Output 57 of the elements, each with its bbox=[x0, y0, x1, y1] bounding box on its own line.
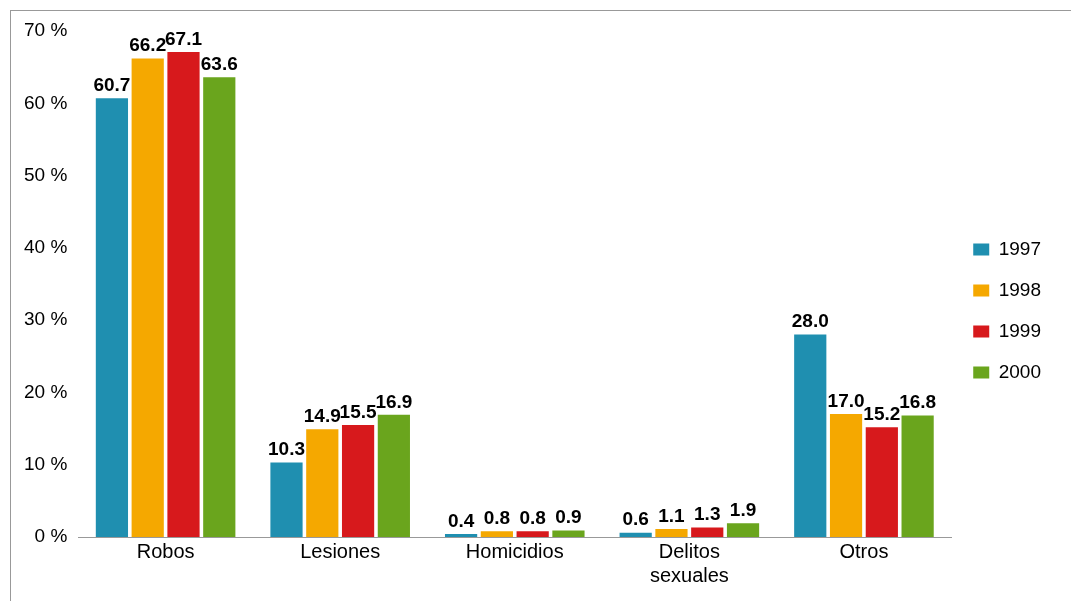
y-tick-label: 20 % bbox=[23, 380, 68, 402]
y-tick-label: 0 % bbox=[34, 525, 68, 547]
data-label: 63.6 bbox=[200, 53, 238, 74]
data-label: 10.3 bbox=[268, 438, 305, 460]
y-tick-label: 30 % bbox=[23, 308, 68, 330]
data-label: 28.0 bbox=[791, 310, 829, 332]
data-label: 15.5 bbox=[339, 400, 377, 422]
x-tick-label: Otros bbox=[839, 539, 889, 562]
bar bbox=[95, 98, 129, 537]
bar bbox=[691, 527, 724, 537]
x-tick-label: Homicidios bbox=[465, 539, 564, 562]
bar bbox=[167, 51, 200, 537]
bar bbox=[270, 462, 303, 537]
data-label: 14.9 bbox=[303, 405, 341, 427]
bar bbox=[901, 415, 934, 537]
x-tick-label: Delitos sexuales bbox=[649, 539, 729, 586]
data-label: 0.4 bbox=[447, 509, 475, 531]
bar bbox=[480, 531, 513, 537]
bar bbox=[341, 424, 375, 537]
data-label: 15.2 bbox=[863, 402, 901, 424]
x-tick-label: Lesiones bbox=[300, 539, 381, 562]
bar bbox=[865, 427, 898, 537]
data-label: 17.0 bbox=[827, 389, 865, 411]
legend-label: 1997 bbox=[998, 237, 1042, 259]
bar bbox=[655, 529, 688, 537]
data-label: 1.3 bbox=[694, 503, 721, 525]
bar bbox=[377, 414, 410, 537]
data-label: 16.8 bbox=[899, 391, 937, 413]
y-tick-label: 70 % bbox=[23, 19, 68, 41]
data-label: 60.7 bbox=[93, 73, 131, 95]
x-tick-label: Robos bbox=[136, 539, 195, 562]
legend-label: 1999 bbox=[998, 319, 1042, 341]
legend-label: 1998 bbox=[998, 278, 1042, 300]
data-label: 1.9 bbox=[729, 499, 757, 520]
bar bbox=[619, 532, 652, 537]
y-tick-label: 40 % bbox=[23, 236, 68, 258]
data-label: 0.6 bbox=[622, 508, 649, 530]
data-label: 67.1 bbox=[165, 27, 203, 49]
y-tick-label: 10 % bbox=[23, 452, 68, 474]
data-label: 66.2 bbox=[129, 34, 167, 56]
data-label: 0.9 bbox=[555, 506, 582, 528]
bar bbox=[794, 334, 827, 537]
y-tick-label: 50 % bbox=[23, 163, 68, 185]
data-label: 1.1 bbox=[658, 504, 686, 526]
bar bbox=[444, 534, 478, 537]
legend-label: 2000 bbox=[998, 360, 1042, 382]
data-label: 0.8 bbox=[483, 506, 511, 528]
bar bbox=[203, 77, 236, 537]
bar bbox=[131, 58, 164, 537]
bar bbox=[516, 531, 549, 537]
bar bbox=[726, 523, 760, 537]
bar bbox=[552, 530, 585, 537]
data-label: 16.9 bbox=[375, 390, 413, 412]
y-tick-label: 60 % bbox=[23, 91, 68, 113]
data-label: 0.8 bbox=[519, 506, 546, 528]
bar bbox=[829, 414, 863, 537]
bar bbox=[306, 429, 339, 537]
